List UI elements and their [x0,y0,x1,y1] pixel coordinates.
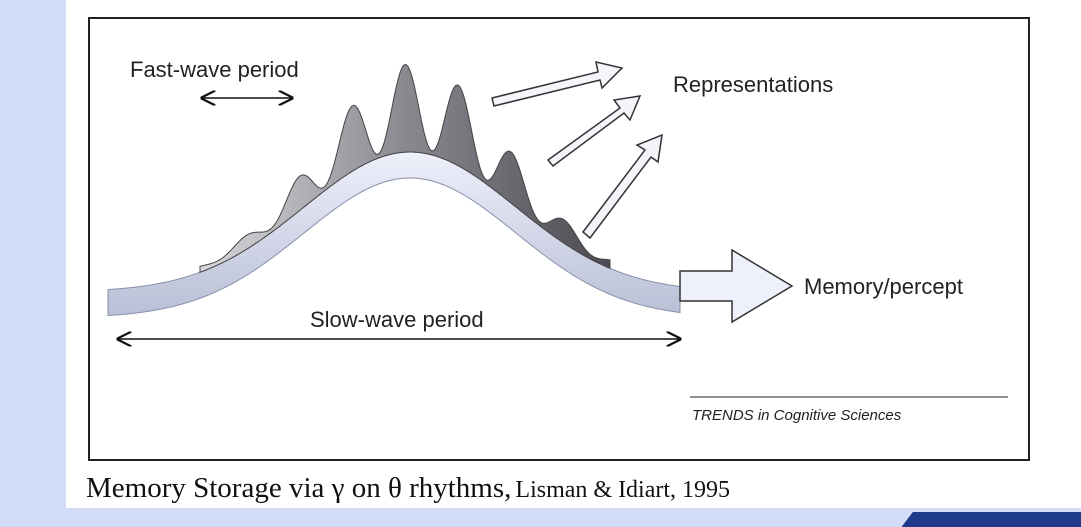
caption-citation: Lisman & Idiart, 1995 [515,477,731,503]
fast-wave-label: Fast-wave period [130,57,299,82]
slow-wave-label: Slow-wave period [310,307,484,332]
memory-label: Memory/percept [804,274,963,299]
side-band [0,0,66,527]
caption-title: Memory Storage via γ on θ rhythms, [86,472,512,504]
corner-accent [901,512,1081,527]
source-label: TRENDS in Cognitive Sciences [692,407,902,424]
representations-label: Representations [673,72,833,97]
bottom-band [0,508,1081,527]
caption: Memory Storage via γ on θ rhythms, Lisma… [86,472,730,505]
output-arrows [491,61,794,324]
wave-shape [107,151,681,317]
wave-shape [199,63,611,274]
wave-illustration [107,63,681,317]
